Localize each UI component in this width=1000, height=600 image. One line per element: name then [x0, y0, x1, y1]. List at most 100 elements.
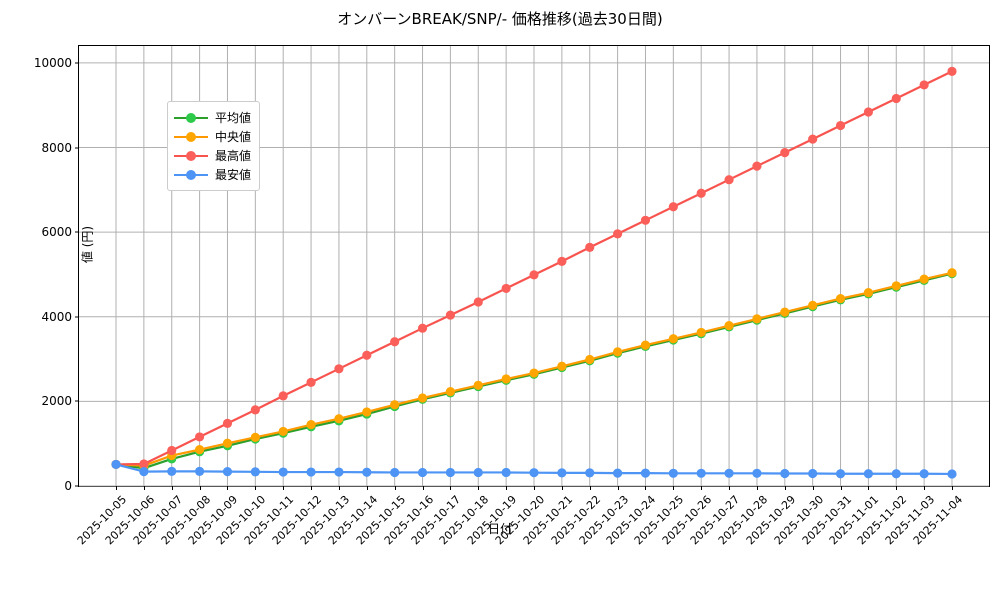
data-point	[390, 337, 400, 347]
y-tick-mark	[75, 147, 79, 149]
data-point	[529, 368, 539, 378]
data-point	[668, 202, 678, 212]
y-tick-label: 2000	[41, 394, 72, 409]
data-point	[362, 350, 372, 360]
y-tick-label: 8000	[41, 140, 72, 155]
x-tick-mark	[589, 486, 591, 490]
legend-label: 中央値	[215, 130, 252, 144]
data-point	[390, 400, 400, 410]
plot-area: 値 (円) 0 2000 4000 6000 8000 10000 2025-10-05 2…	[34, 45, 990, 547]
x-tick-mark	[116, 486, 117, 490]
legend-swatch-icon	[174, 130, 208, 144]
legend-item[interactable]: 中央値	[174, 127, 251, 146]
y-tick-mark	[75, 485, 79, 487]
data-point	[557, 256, 567, 266]
data-point	[613, 468, 623, 478]
data-point	[585, 354, 595, 365]
x-tick-mark	[394, 486, 396, 490]
y-tick-mark	[75, 316, 79, 318]
data-point	[445, 310, 455, 320]
data-point	[919, 274, 929, 284]
data-point	[640, 340, 651, 350]
data-point	[557, 361, 567, 371]
data-point	[891, 93, 901, 104]
x-tick-mark	[617, 486, 619, 490]
data-point	[668, 334, 678, 344]
chart-title: オンバーンBREAK/SNP/- 価格推移(過去30日間)	[337, 10, 663, 28]
data-point	[863, 107, 874, 117]
x-tick-mark	[784, 486, 786, 490]
legend-item[interactable]: 平均値	[174, 108, 251, 127]
data-point	[306, 377, 316, 387]
data-point	[835, 469, 846, 479]
y-tick-mark	[75, 231, 79, 233]
legend-swatch-icon	[174, 168, 208, 182]
x-tick-mark	[283, 486, 285, 490]
x-tick-mark	[896, 486, 898, 490]
data-point	[752, 161, 762, 171]
y-tick-mark	[75, 400, 79, 402]
legend-item[interactable]: 最安値	[174, 165, 251, 184]
data-point	[780, 468, 790, 479]
data-point	[947, 66, 957, 76]
legend-label: 平均値	[215, 111, 252, 125]
data-point	[222, 418, 233, 428]
data-point	[947, 469, 957, 479]
legend-label: 最安値	[215, 168, 252, 182]
data-point	[668, 468, 678, 478]
data-point	[529, 468, 539, 478]
data-point	[278, 426, 288, 437]
data-point	[891, 281, 901, 291]
x-tick-mark	[701, 486, 703, 490]
data-point	[195, 466, 205, 477]
x-tick-mark	[143, 486, 145, 490]
data-point	[501, 467, 511, 478]
data-point	[808, 134, 818, 144]
y-tick-label: 0	[64, 479, 72, 493]
data-point	[334, 467, 344, 477]
data-point	[362, 407, 372, 417]
x-tick-mark	[924, 486, 926, 490]
chart-legend: 平均値中央値最高値最安値	[167, 101, 261, 191]
y-tick-label: 6000	[41, 225, 72, 240]
data-point	[780, 307, 790, 317]
x-tick-mark	[812, 486, 814, 490]
data-point	[250, 405, 260, 415]
x-tick-mark	[255, 486, 257, 490]
legend-item[interactable]: 最高値	[174, 146, 251, 165]
data-point	[195, 445, 205, 455]
data-point	[111, 459, 121, 470]
data-point	[417, 467, 428, 478]
data-point	[139, 459, 149, 469]
x-tick-mark	[729, 486, 731, 490]
x-tick-mark	[227, 486, 229, 490]
data-point	[139, 467, 149, 477]
data-point	[529, 270, 539, 280]
data-point	[863, 469, 874, 479]
y-tick-label: 10000	[33, 55, 72, 70]
x-tick-mark	[171, 486, 173, 490]
data-point	[808, 468, 818, 479]
x-tick-mark	[366, 486, 368, 490]
data-point	[334, 414, 344, 424]
data-point	[445, 467, 455, 478]
data-point	[362, 467, 372, 477]
data-point	[613, 229, 623, 239]
data-point	[557, 468, 567, 478]
data-point	[780, 148, 790, 158]
data-point	[752, 468, 762, 478]
data-point	[473, 380, 483, 390]
x-tick-mark	[338, 486, 340, 490]
x-tick-mark	[422, 486, 424, 490]
x-tick-mark	[199, 486, 201, 490]
data-point	[250, 432, 260, 442]
x-tick-mark	[534, 486, 535, 490]
data-point	[222, 438, 233, 448]
data-point	[696, 188, 706, 198]
data-point	[417, 323, 428, 333]
data-point	[585, 242, 595, 252]
x-tick-mark	[561, 486, 563, 490]
x-axis-label: 日付	[487, 522, 512, 536]
data-point	[947, 268, 957, 278]
x-tick-mark	[506, 486, 508, 490]
